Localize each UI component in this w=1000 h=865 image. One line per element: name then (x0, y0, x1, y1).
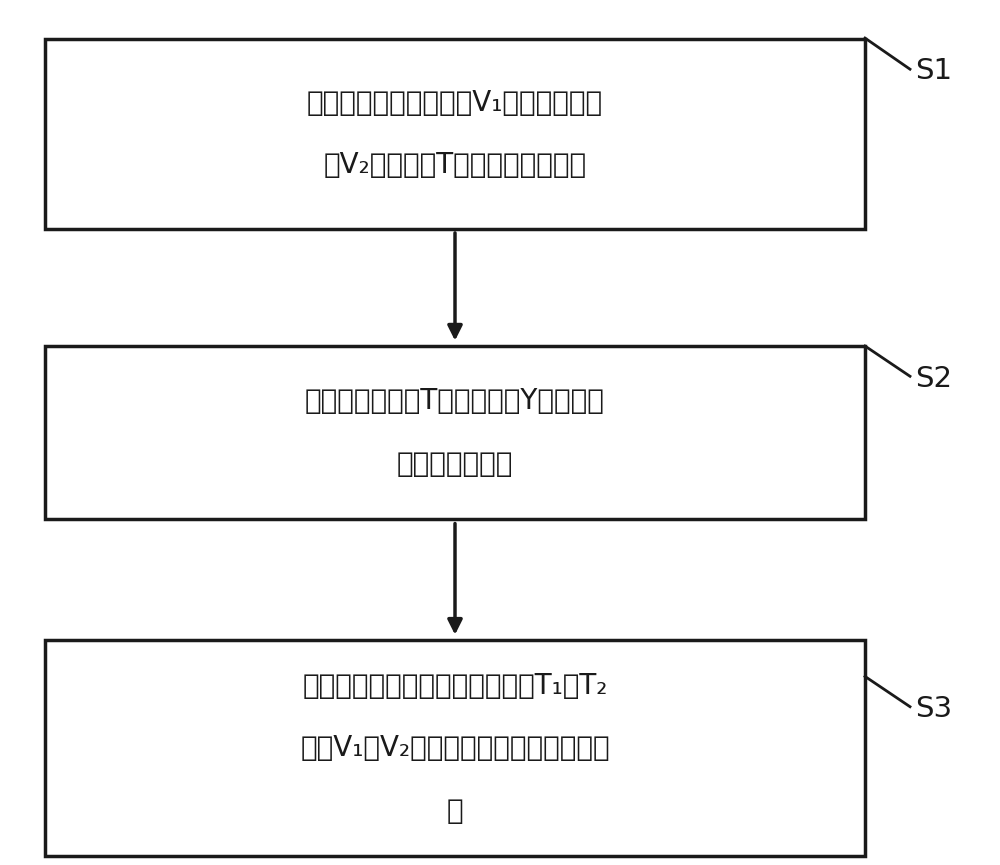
Text: 分别确定第一电压信号V₁、第二电压信: 分别确定第一电压信号V₁、第二电压信 (307, 89, 603, 117)
Bar (45, 39, 865, 229)
Text: 号V₂与温度値T的一阶线性表达式: 号V₂与温度値T的一阶线性表达式 (323, 151, 587, 179)
Text: S3: S3 (915, 695, 952, 723)
Text: S1: S1 (915, 57, 952, 85)
Bar (45, 640, 865, 856)
Text: 数的关系表达式: 数的关系表达式 (397, 450, 513, 477)
Text: 推导得到温度値T与量化比値Y、校准参: 推导得到温度値T与量化比値Y、校准参 (305, 388, 605, 415)
Text: S2: S2 (915, 365, 952, 393)
Text: 下的V₁、V₂的値，得到校准参数的准确: 下的V₁、V₂的値，得到校准参数的准确 (300, 734, 610, 762)
Text: 値: 値 (447, 797, 463, 824)
Bar (45, 346, 865, 519)
Text: 复用温度传感器，确定两个温度T₁、T₂: 复用温度传感器，确定两个温度T₁、T₂ (302, 672, 608, 700)
